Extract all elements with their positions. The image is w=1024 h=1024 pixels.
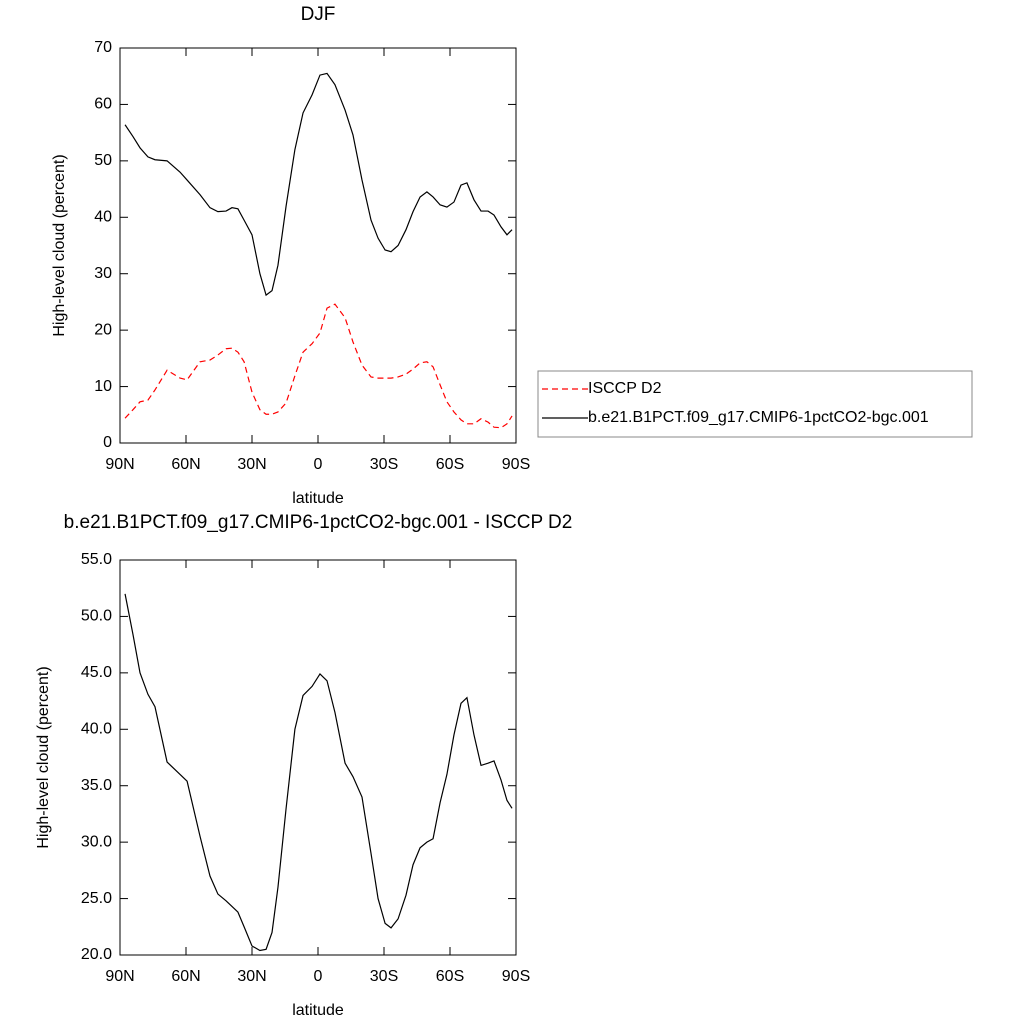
- y-tick-label: 70: [94, 39, 112, 56]
- chart-title: DJF: [301, 4, 336, 25]
- y-tick-label: 40: [94, 209, 112, 226]
- x-tick-label: 30N: [237, 456, 266, 473]
- y-tick-label: 10: [94, 378, 112, 395]
- x-tick-label: 30S: [370, 456, 398, 473]
- data-line: [124, 593, 513, 952]
- x-tick-label: 0: [314, 968, 323, 985]
- x-axis-label: latitude: [292, 490, 344, 507]
- legend-box: [537, 370, 973, 438]
- y-tick-label: 35.0: [81, 777, 112, 794]
- y-tick-label: 50.0: [81, 608, 112, 625]
- y-tick-label: 45.0: [81, 664, 112, 681]
- data-line: [124, 72, 513, 297]
- x-tick-label: 90N: [105, 968, 134, 985]
- legend-label: ISCCP D2: [588, 380, 662, 397]
- legend-label: b.e21.B1PCT.f09_g17.CMIP6-1pctCO2-bgc.00…: [588, 409, 929, 426]
- y-tick-label: 30: [94, 265, 112, 282]
- x-tick-label: 60N: [171, 456, 200, 473]
- x-tick-label: 30S: [370, 968, 398, 985]
- y-tick-label: 20.0: [81, 946, 112, 963]
- y-axis-label: High-level cloud (percent): [35, 666, 52, 848]
- y-tick-label: 60: [94, 96, 112, 113]
- y-tick-label: 20: [94, 321, 112, 338]
- x-tick-label: 30N: [237, 968, 266, 985]
- plot-frame: [119, 47, 517, 444]
- y-tick-label: 55.0: [81, 551, 112, 568]
- x-axis-label: latitude: [292, 1002, 344, 1019]
- x-tick-label: 60S: [436, 456, 464, 473]
- y-tick-label: 40.0: [81, 721, 112, 738]
- x-tick-label: 0: [314, 456, 323, 473]
- x-tick-label: 90S: [502, 456, 530, 473]
- x-tick-label: 90N: [105, 456, 134, 473]
- x-tick-label: 60N: [171, 968, 200, 985]
- x-tick-label: 90S: [502, 968, 530, 985]
- data-line: [124, 303, 513, 429]
- y-tick-label: 30.0: [81, 833, 112, 850]
- y-tick-label: 0: [103, 434, 112, 451]
- y-tick-label: 25.0: [81, 890, 112, 907]
- plot-frame: [119, 559, 517, 956]
- chart-title: b.e21.B1PCT.f09_g17.CMIP6-1pctCO2-bgc.00…: [64, 512, 573, 533]
- x-tick-label: 60S: [436, 968, 464, 985]
- y-tick-label: 50: [94, 152, 112, 169]
- y-axis-label: High-level cloud (percent): [51, 154, 68, 336]
